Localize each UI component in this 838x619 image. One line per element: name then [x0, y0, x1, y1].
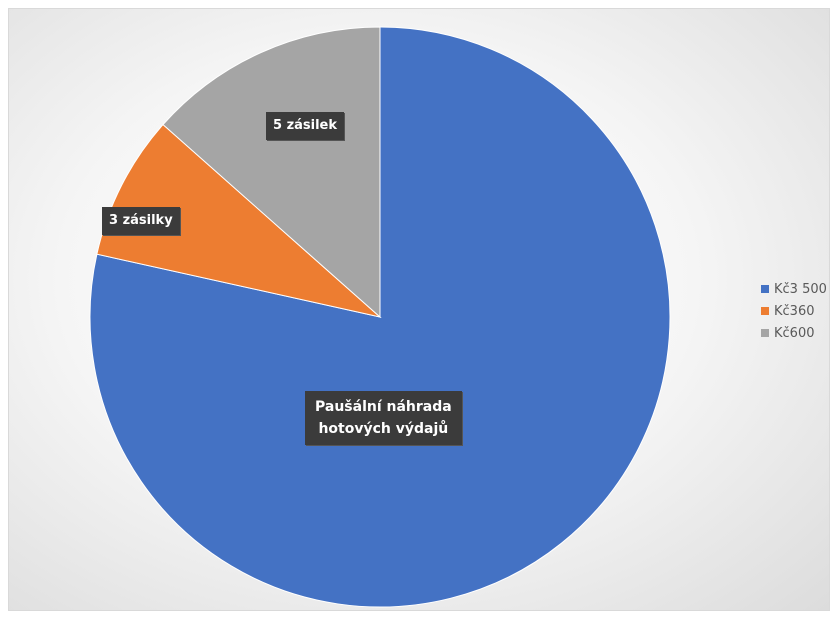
legend-swatch — [761, 329, 769, 337]
data-label-slice-2: 3 zásilky — [102, 207, 180, 235]
legend: Kč3 500 Kč360 Kč600 — [761, 278, 827, 344]
pie-slice — [96, 123, 382, 318]
data-label-line: Paušální náhrada — [315, 399, 452, 415]
legend-swatch — [761, 285, 769, 293]
data-label-slice-3: 5 zásilek — [266, 112, 345, 140]
pie-slice — [162, 26, 381, 319]
pie-chart — [89, 26, 671, 608]
data-label-line: hotových výdajů — [318, 421, 449, 437]
legend-item: Kč600 — [761, 322, 827, 344]
chart-area: Paušální náhrada hotových výdajů 3 zásil… — [8, 8, 830, 611]
data-label-slice-1: Paušální náhrada hotových výdajů — [305, 391, 462, 445]
legend-label: Kč3 500 — [774, 281, 827, 297]
legend-item: Kč360 — [761, 300, 827, 322]
legend-label: Kč600 — [774, 325, 815, 341]
legend-item: Kč3 500 — [761, 278, 827, 300]
legend-swatch — [761, 307, 769, 315]
legend-label: Kč360 — [774, 303, 815, 319]
